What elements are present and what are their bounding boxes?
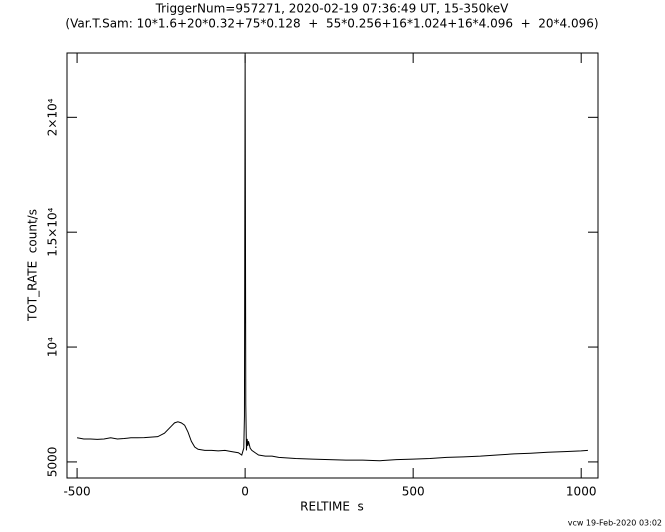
x-tick-label: 500 (402, 485, 425, 499)
x-tick-label: 0 (241, 485, 249, 499)
x-tick-label: -500 (63, 485, 90, 499)
y-tick-label: 5000 (46, 447, 60, 478)
y-tick-label: 1.5×10⁴ (46, 207, 60, 256)
chart-subtitle: (Var.T.Sam: 10*1.6+20*0.32+75*0.128 + 55… (65, 17, 598, 31)
plot-frame (66, 52, 599, 479)
y-axis-label: TOT_RATE count/s (26, 209, 40, 322)
footer: vcw 19-Feb-2020 03:02 (568, 519, 662, 528)
light-curve (76, 55, 588, 462)
chart-title: TriggerNum=957271, 2020-02-19 07:36:49 U… (155, 2, 510, 16)
y-tick-label: 2×10⁴ (46, 98, 60, 136)
y-tick-label: 10⁴ (46, 337, 60, 357)
x-tick-label: 1000 (566, 485, 597, 499)
x-axis-label: RELTIME s (300, 500, 364, 514)
